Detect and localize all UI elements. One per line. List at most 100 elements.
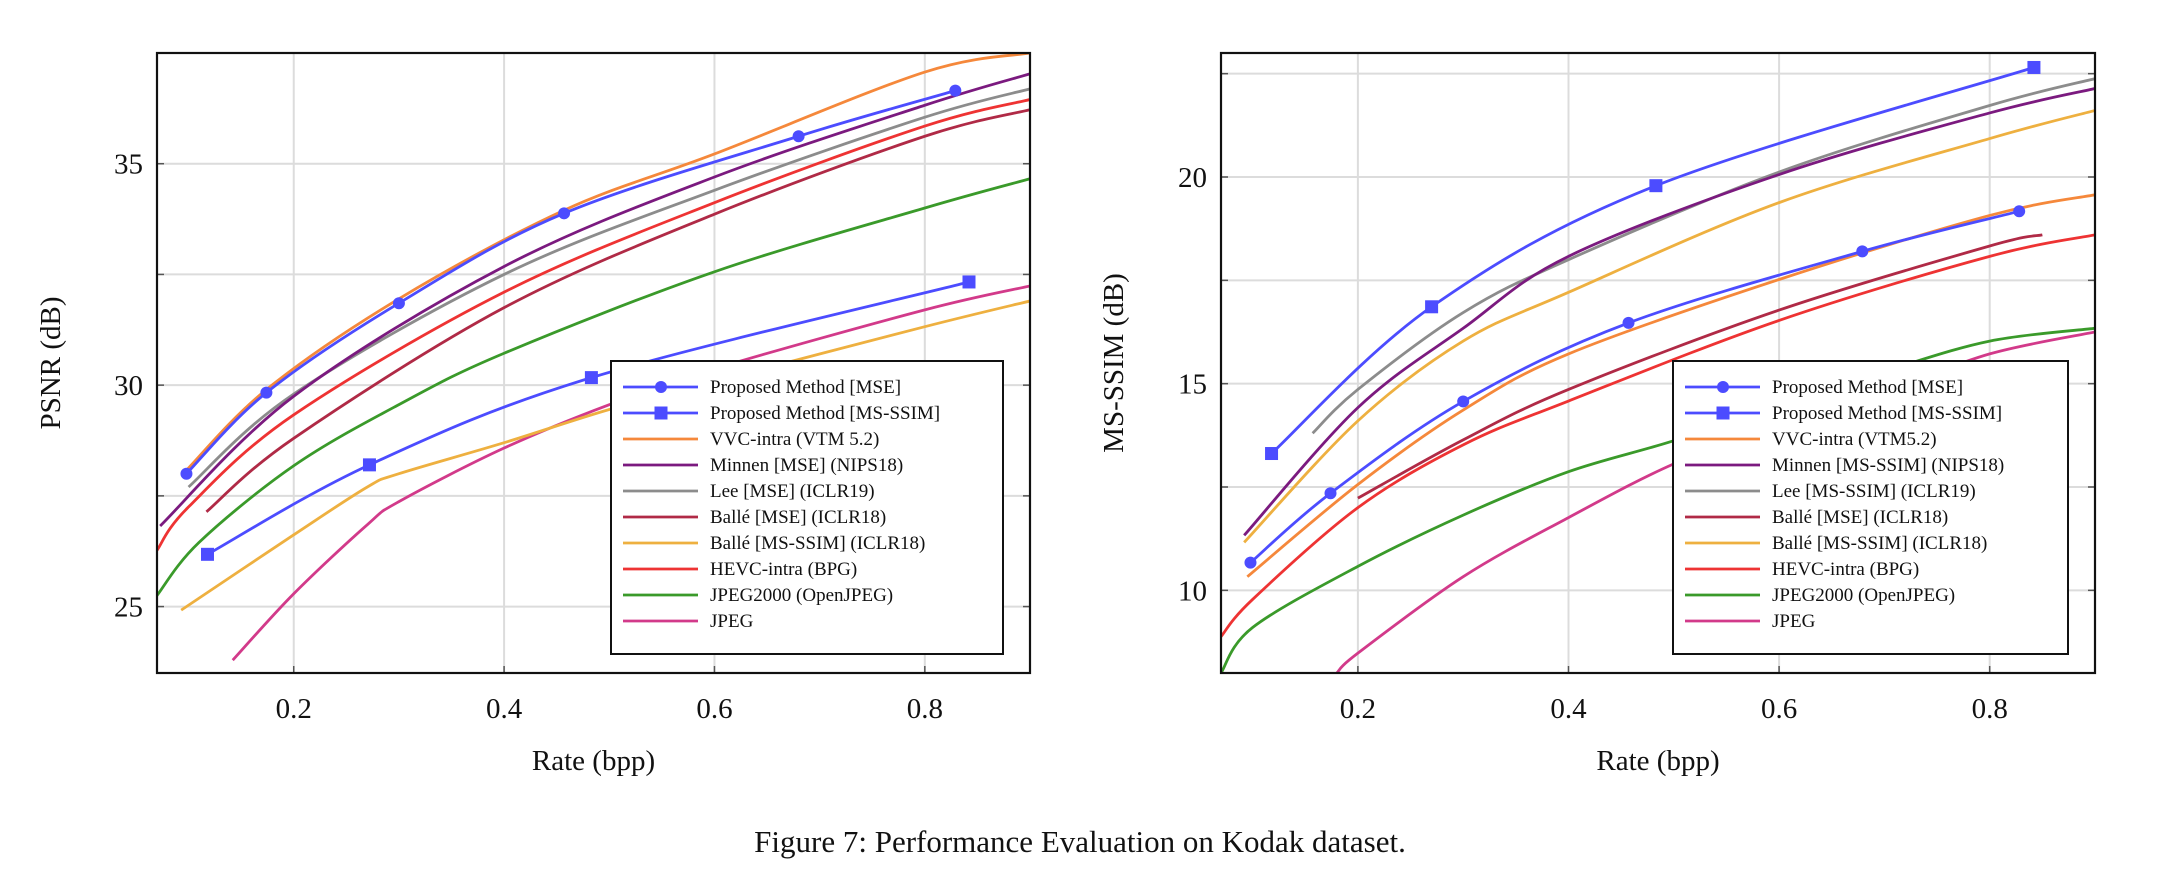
legend-label: Proposed Method [MS-SSIM]	[1772, 403, 2002, 424]
data-point-circle	[392, 297, 405, 310]
data-point-square	[584, 371, 598, 385]
legend-label: Proposed Method [MSE]	[710, 377, 901, 398]
legend-marker-square	[1716, 406, 1730, 420]
legend-item: VVC-intra (VTM5.2)	[1685, 429, 1937, 450]
legend-item: Lee [MS-SSIM] (ICLR19)	[1685, 481, 1976, 502]
psnr-chart: 0.2 0.4 0.6 0.8 25 30 35 Rate (bpp) PSNR (dB) Pro…	[35, 51, 1032, 777]
data-point-circle	[1324, 487, 1337, 500]
series-line-5	[1357, 233, 2043, 500]
data-point-square	[1265, 447, 1279, 461]
data-point-square	[362, 458, 376, 472]
data-point-circle	[949, 84, 962, 97]
series-line-8	[1221, 326, 2095, 673]
y-tick-label: 35	[114, 149, 143, 181]
legend-item: Lee [MSE] (ICLR19)	[623, 481, 875, 502]
plot-frame	[1219, 51, 2097, 675]
legend-label: HEVC-intra (BPG)	[1772, 559, 1919, 580]
series-line-3	[1243, 87, 2095, 537]
legend-label: Proposed Method [MS-SSIM]	[710, 403, 940, 424]
legend-item: VVC-intra (VTM 5.2)	[623, 429, 879, 450]
y-tick-label: 15	[1178, 369, 1207, 401]
series-line-7	[157, 98, 1030, 552]
series-line-3	[159, 72, 1030, 527]
y-tick-label: 30	[114, 370, 143, 402]
data-point-circle	[180, 467, 193, 480]
legend-label: Proposed Method [MSE]	[1772, 377, 1963, 398]
series-line-6	[180, 299, 1030, 612]
series-line-5	[205, 108, 1030, 513]
legend-item: Ballé [MS-SSIM] (ICLR18)	[1685, 533, 1987, 554]
data-point-circle	[1622, 316, 1635, 329]
series-line-9	[231, 284, 1030, 662]
x-tick-label: 0.6	[696, 693, 732, 725]
legend-item: Ballé [MSE] (ICLR18)	[623, 507, 886, 528]
legend-item: Proposed Method [MSE]	[1685, 377, 1963, 398]
legend-item: Proposed Method [MS-SSIM]	[623, 403, 940, 424]
data-point-circle	[2013, 205, 2026, 218]
legend-label: JPEG2000 (OpenJPEG)	[710, 585, 893, 606]
data-point-circle	[260, 386, 273, 399]
legend-item: Proposed Method [MS-SSIM]	[1685, 403, 2002, 424]
legend-label: Ballé [MS-SSIM] (ICLR18)	[1772, 533, 1987, 554]
series-line-6	[1243, 109, 2095, 544]
series-line-4	[187, 87, 1030, 489]
legend-item: JPEG2000 (OpenJPEG)	[623, 585, 893, 606]
legend-item: JPEG2000 (OpenJPEG)	[1685, 585, 1955, 606]
data-point-circle	[1244, 556, 1257, 569]
x-tick-label: 0.6	[1761, 693, 1797, 725]
y-axis-label: MS-SSIM (dB)	[1098, 273, 1130, 453]
legend-label: VVC-intra (VTM5.2)	[1772, 429, 1937, 450]
legend-label: Ballé [MSE] (ICLR18)	[710, 507, 886, 528]
legend-label: Ballé [MSE] (ICLR18)	[1772, 507, 1948, 528]
series-line-4	[1311, 77, 2095, 435]
legend-label: Lee [MSE] (ICLR19)	[710, 481, 875, 502]
legend-label: JPEG	[1772, 611, 1816, 632]
legend-label: Minnen [MS-SSIM] (NIPS18)	[1772, 455, 2004, 476]
ms-ssim-chart: 0.2 0.4 0.6 0.8 10 15 20 Rate (bpp) MS-SSIM (dB)…	[1098, 51, 2097, 777]
legend-marker-circle	[1717, 381, 1729, 393]
legend-item: HEVC-intra (BPG)	[1685, 559, 1919, 580]
figure-caption: Figure 7: Performance Evaluation on Koda…	[754, 824, 1406, 859]
legend-label: HEVC-intra (BPG)	[710, 559, 857, 580]
legend-label: Lee [MS-SSIM] (ICLR19)	[1772, 481, 1976, 502]
legend-label: Ballé [MS-SSIM] (ICLR18)	[710, 533, 925, 554]
x-tick-label: 0.2	[1340, 693, 1376, 725]
plot-frame	[155, 51, 1032, 675]
legend-box	[610, 360, 1004, 655]
data-point-circle	[792, 130, 805, 143]
x-tick-label: 0.2	[276, 693, 312, 725]
data-point-square	[962, 275, 976, 289]
series-line-7	[1221, 233, 2095, 638]
y-tick-label: 10	[1178, 575, 1207, 607]
y-tick-label: 25	[114, 592, 143, 624]
data-point-circle	[558, 207, 571, 220]
legend-item: Ballé [MS-SSIM] (ICLR18)	[623, 533, 925, 554]
legend: Proposed Method [MSE] Proposed Method [MS…	[1672, 360, 2069, 655]
legend-item: JPEG	[623, 611, 754, 632]
legend: Proposed Method [MSE] Proposed Method [MS…	[610, 360, 1004, 655]
x-tick-label: 0.4	[486, 693, 523, 725]
legend-item: Minnen [MSE] (NIPS18)	[623, 455, 903, 476]
y-tick-label: 20	[1178, 162, 1207, 194]
series-line-2	[1246, 193, 2095, 578]
data-point-square	[2027, 60, 2041, 74]
y-axis-label: PSNR (dB)	[35, 297, 67, 430]
legend-label: Minnen [MSE] (NIPS18)	[710, 455, 903, 476]
plot-area	[157, 53, 1030, 662]
x-tick-label: 0.8	[1972, 693, 2008, 725]
data-point-circle	[1856, 245, 1869, 258]
legend-item: HEVC-intra (BPG)	[623, 559, 857, 580]
series-line-1	[206, 280, 970, 556]
data-point-square	[1649, 179, 1663, 193]
x-axis-label: Rate (bpp)	[1596, 745, 1719, 777]
legend-box	[1672, 360, 2069, 655]
x-axis-label: Rate (bpp)	[532, 745, 655, 777]
legend-item: Ballé [MSE] (ICLR18)	[1685, 507, 1948, 528]
legend-marker-square	[654, 406, 668, 420]
legend-label: VVC-intra (VTM 5.2)	[710, 429, 879, 450]
x-tick-label: 0.4	[1550, 693, 1587, 725]
legend-item: Minnen [MS-SSIM] (NIPS18)	[1685, 455, 2004, 476]
series-line-1	[1270, 66, 2035, 455]
legend-label: JPEG	[710, 611, 754, 632]
